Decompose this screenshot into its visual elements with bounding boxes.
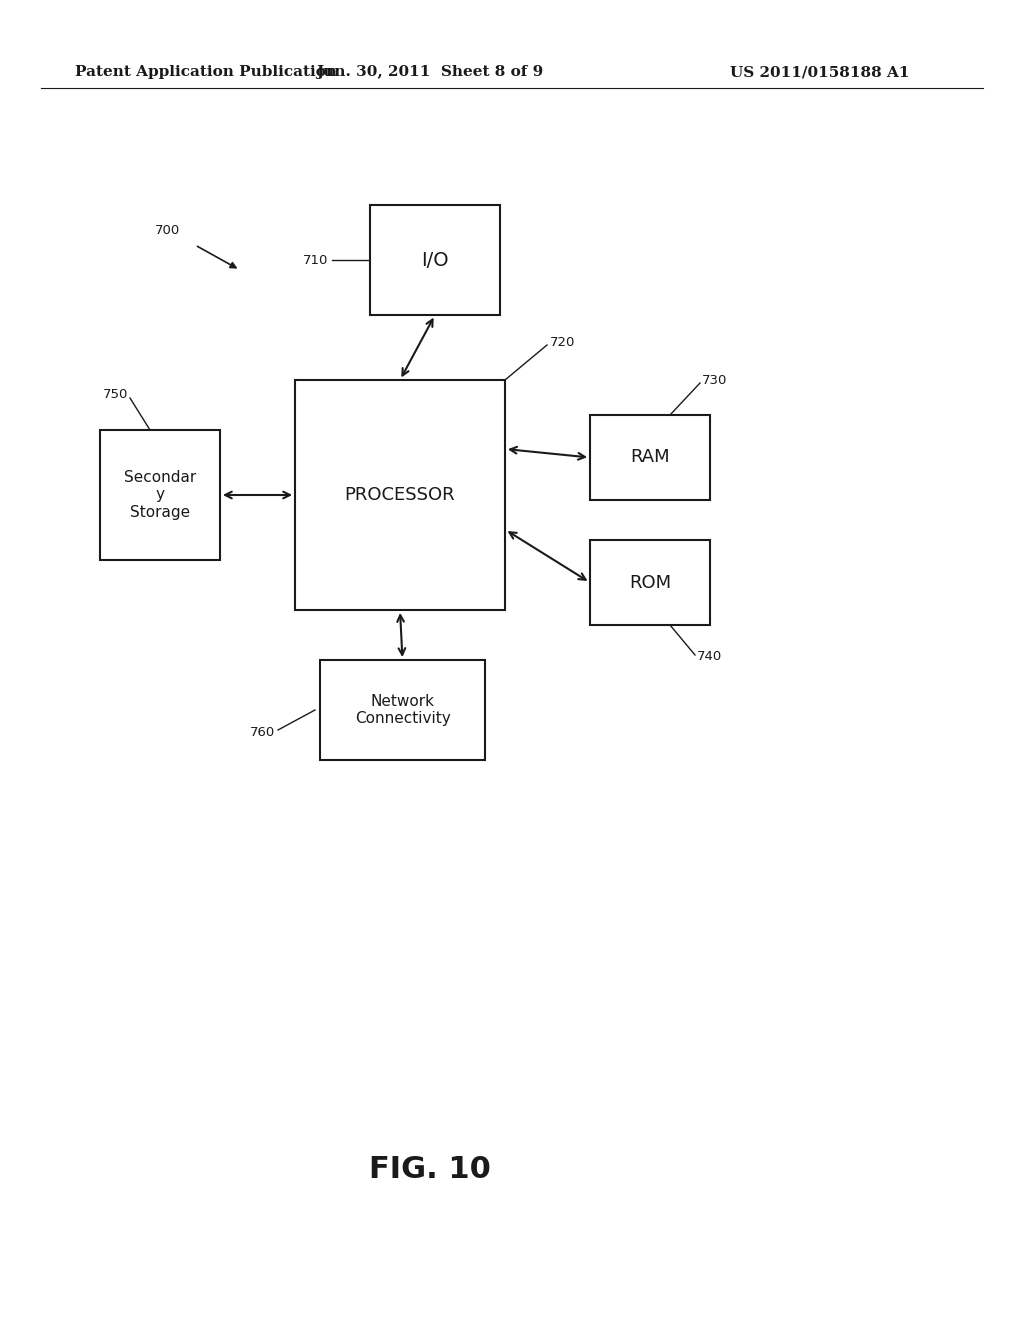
Bar [100,430,220,560]
Text: 720: 720 [550,335,575,348]
Text: 750: 750 [102,388,128,401]
Text: RAM: RAM [630,449,670,466]
Bar [590,540,710,624]
Text: 700: 700 [155,223,180,236]
Text: 710: 710 [303,253,328,267]
Text: 740: 740 [697,651,722,664]
Bar [319,660,485,760]
Text: FIG. 10: FIG. 10 [369,1155,490,1184]
Bar [295,380,505,610]
Bar [370,205,500,315]
Text: Network
Connectivity: Network Connectivity [354,694,451,726]
Text: Patent Application Publication: Patent Application Publication [75,65,337,79]
Text: 760: 760 [250,726,275,738]
Text: Secondar
y
Storage: Secondar y Storage [124,470,197,520]
Text: Jun. 30, 2011  Sheet 8 of 9: Jun. 30, 2011 Sheet 8 of 9 [316,65,544,79]
Text: I/O: I/O [421,251,449,269]
Text: ROM: ROM [629,573,671,591]
Text: US 2011/0158188 A1: US 2011/0158188 A1 [730,65,909,79]
Text: PROCESSOR: PROCESSOR [345,486,456,504]
Text: 730: 730 [702,374,727,387]
Bar [590,414,710,500]
